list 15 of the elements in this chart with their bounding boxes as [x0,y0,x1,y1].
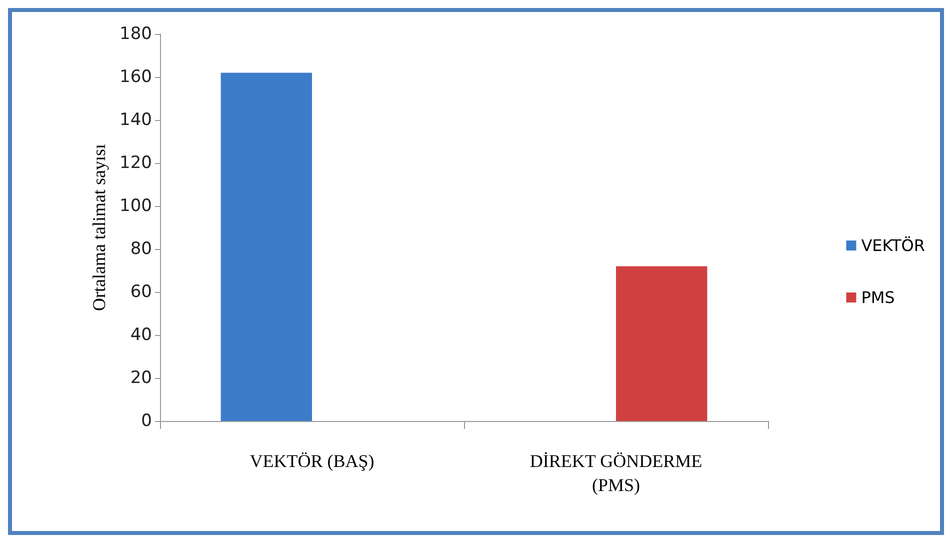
y-tick-label: 140 [120,110,152,130]
y-axis-title: Ortalama talimat sayısı [89,144,109,311]
y-tick-label: 20 [130,368,152,388]
y-tick-label: 120 [120,153,152,173]
y-tick-label: 100 [120,196,152,216]
y-tick-label: 180 [120,24,152,44]
x-tick-label: VEKTÖR (BAŞ) [250,451,374,471]
y-tick-label: 160 [120,67,152,87]
legend-label: PMS [861,288,895,307]
y-tick-label: 0 [141,411,152,431]
y-tick-label: 60 [130,282,152,302]
legend-label: VEKTÖR [861,236,926,255]
y-tick-label: 40 [130,325,152,345]
x-tick-label: DİREKT GÖNDERME (PMS) [530,451,702,495]
y-tick-label: 80 [130,239,152,259]
